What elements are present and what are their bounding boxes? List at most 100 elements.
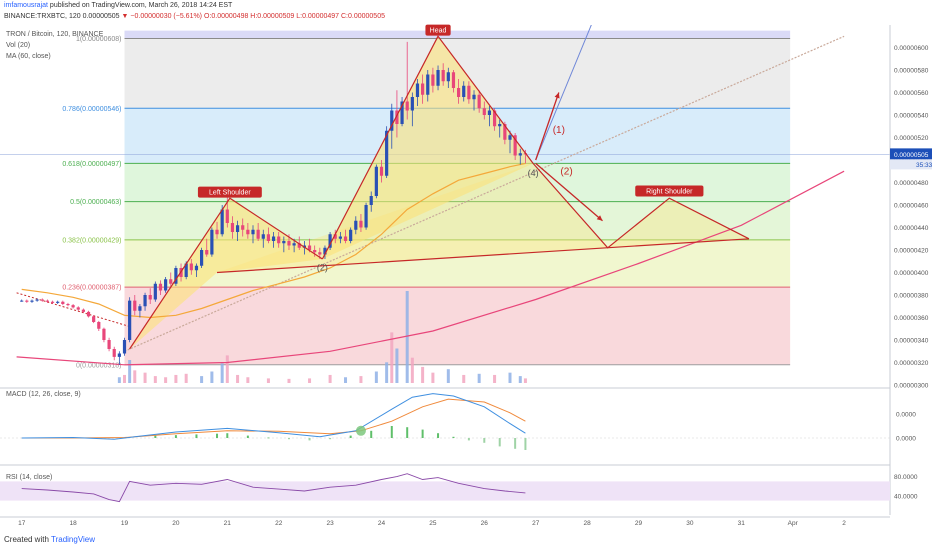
candle-body (35, 299, 39, 301)
price-tick-label: 0.00000360 (894, 315, 929, 322)
candle-body (61, 301, 65, 304)
left-shoulder-line (129, 197, 323, 350)
legend-symbol[interactable]: TRON / Bitcoin, 120, BINANCE (6, 31, 104, 38)
fib-level-label: 1(0.00000608) (76, 36, 122, 43)
volume-bar (246, 377, 250, 383)
candle-body (174, 268, 178, 284)
neckline (216, 238, 750, 274)
macd-histogram-bar (308, 438, 311, 441)
candle-body (328, 234, 332, 248)
candle-body (369, 196, 373, 205)
volume-bar (174, 374, 178, 383)
candle-body (349, 229, 353, 241)
wave-label: (2) (317, 262, 328, 272)
price-tick-label: 0.00000480 (894, 180, 929, 187)
price-tick-label: 0.00000580 (894, 68, 929, 75)
candle-body (354, 220, 358, 230)
author-link[interactable]: imfamousrajat (4, 2, 48, 9)
macd-cross-marker (355, 425, 366, 436)
candle-body (441, 70, 445, 82)
candle-body (271, 236, 276, 241)
legend-macd[interactable]: MACD (12, 26, close, 9) (6, 391, 81, 398)
candle-body (359, 220, 363, 228)
macd-histogram-bar (349, 435, 352, 438)
time-tick-label: 19 (121, 520, 129, 527)
volume-bar (128, 360, 132, 383)
price-tick-label: 0.00000440 (894, 225, 929, 232)
volume-bar (446, 369, 450, 383)
volume-bar (123, 374, 126, 383)
current-price-label: 0.00000505 (894, 152, 929, 159)
macd-line (21, 393, 526, 440)
time-tick-label: Apr (788, 520, 799, 527)
candle-body (210, 229, 214, 255)
candle-body (97, 322, 101, 329)
symbol-line: BINANCE:TRXBTC, 120 0.00000505 ▼ −0.0000… (4, 13, 385, 20)
candle-body (390, 110, 394, 131)
fib-level-label: 0.236(0.00000387) (62, 285, 121, 292)
macd-histogram-bar (524, 438, 527, 450)
candle-body (169, 279, 173, 284)
legend-volume[interactable]: Vol (20) (6, 42, 31, 49)
head-line (321, 35, 534, 260)
candle-body (71, 305, 75, 308)
macd-histogram-bar (514, 438, 517, 449)
volume-bar (421, 366, 425, 383)
volume-bar (153, 376, 157, 383)
macd-histogram-bar (370, 430, 373, 438)
time-tick-label: 25 (429, 520, 437, 527)
candle-body (492, 110, 497, 127)
candle-body (153, 283, 157, 300)
time-tick-label: 30 (686, 520, 694, 527)
candle-body (117, 353, 121, 357)
chart-header: imfamousrajat published on TradingView.c… (0, 0, 932, 28)
tradingview-logo[interactable]: TradingView (51, 535, 96, 544)
fib-level-label: 0.5(0.00000463) (70, 199, 121, 206)
main-plot-group (16, 25, 845, 383)
candle-body (508, 135, 512, 140)
candle-body (297, 243, 301, 248)
candle-body (400, 101, 404, 124)
candle-body (518, 153, 522, 156)
long-ma-curve (16, 170, 845, 366)
macd-histogram-bar (267, 437, 270, 439)
volume-bar (508, 372, 512, 383)
candle-body (230, 223, 235, 232)
candle-body (50, 301, 55, 303)
legend-ma[interactable]: MA (60, close) (6, 53, 51, 60)
fib-level-label: 0.618(0.00000497) (62, 161, 121, 168)
candle-body (333, 234, 337, 239)
candle-body (421, 83, 425, 95)
scenario-1-arrow-head (554, 92, 560, 99)
time-tick-label: 26 (481, 520, 489, 527)
candle-body (66, 304, 70, 306)
candle-body (457, 88, 461, 97)
candle-body (426, 74, 430, 95)
candle-body (513, 135, 517, 156)
candle-body (30, 300, 34, 302)
candle-body (81, 309, 85, 312)
time-tick-label: 27 (532, 520, 540, 527)
wave-label: (4) (528, 168, 539, 178)
candle-body (164, 279, 168, 291)
candle-body (498, 124, 502, 127)
price-tick-label: 0.00000380 (894, 293, 929, 300)
time-tick-label: 29 (635, 520, 643, 527)
legend-rsi[interactable]: RSI (14, close) (6, 474, 53, 481)
candle-body (395, 110, 399, 124)
volume-bar (308, 378, 312, 383)
volume-bar (477, 373, 481, 383)
rsi-tick-label: 80.0000 (894, 474, 918, 481)
candle-body (56, 301, 60, 303)
volume-bar (220, 363, 224, 383)
fib-level-label: 0.382(0.00000429) (62, 237, 121, 244)
candle-body (45, 300, 49, 302)
price-tick-label: 0.00000520 (894, 135, 929, 142)
candle-body (287, 241, 291, 246)
volume-bar (462, 374, 466, 383)
macd-histogram-bar (498, 438, 501, 447)
macd-histogram-bar (421, 429, 424, 438)
price-tick-label: 0.00000560 (894, 90, 929, 97)
fib-top-band (124, 30, 791, 39)
